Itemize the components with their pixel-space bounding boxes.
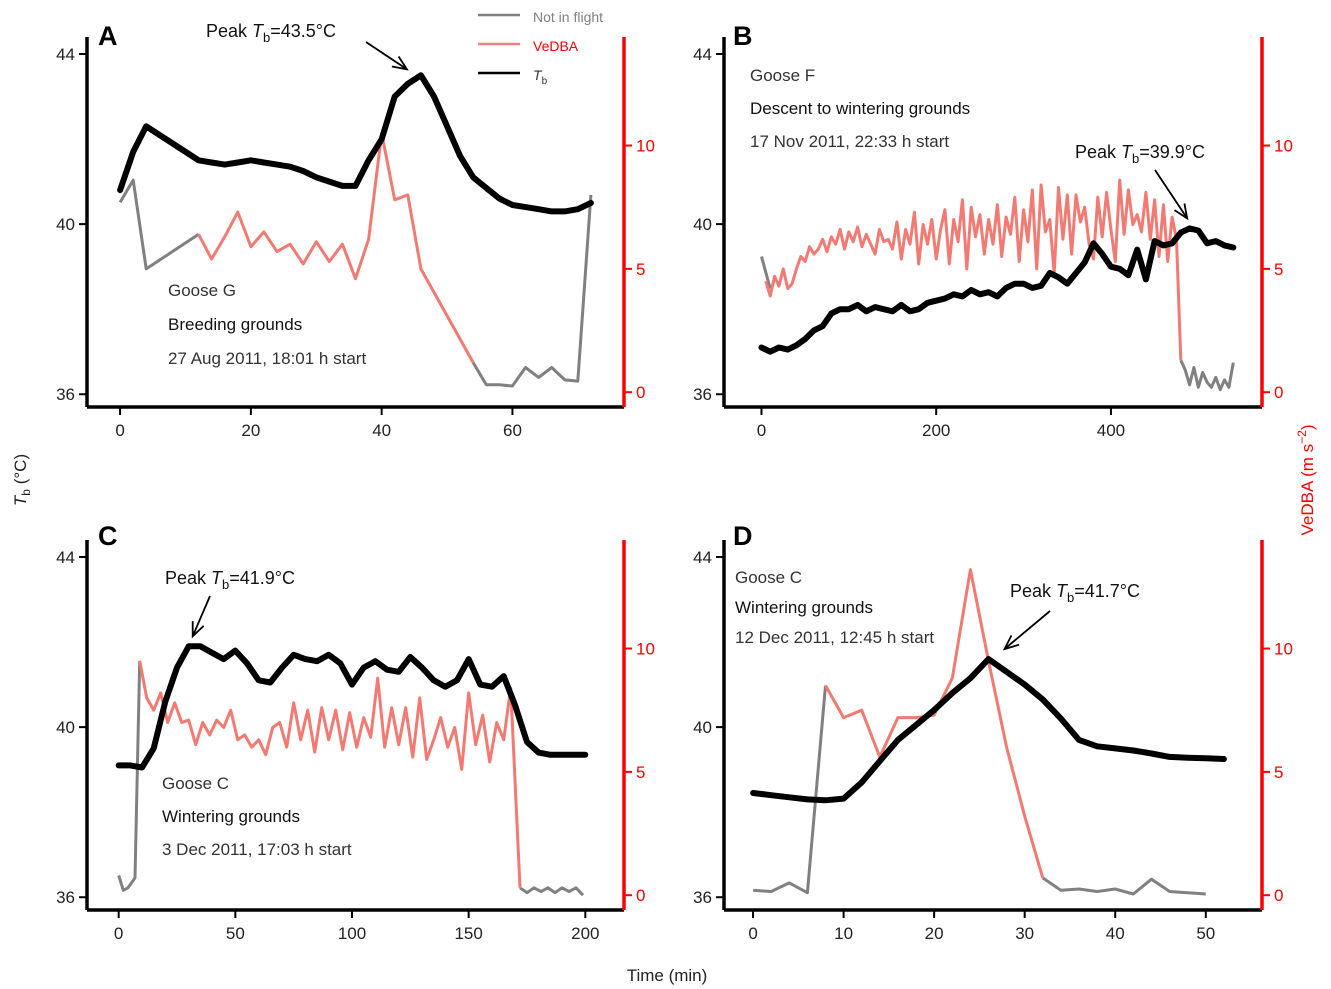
y-left-tick-label: 40 — [56, 215, 75, 234]
y-left-tick-label: 40 — [693, 718, 712, 737]
y-right-tick-label: 5 — [1274, 260, 1283, 279]
y-left-tick-label: 36 — [693, 888, 712, 907]
panel-letter: A — [98, 21, 118, 51]
annotation-line: 27 Aug 2011, 18:01 h start — [168, 349, 366, 368]
tb-series — [750, 656, 1227, 804]
not-in-flight-series — [118, 178, 200, 271]
x-tick-label: 50 — [1196, 924, 1215, 943]
x-tick-label: 200 — [571, 924, 599, 943]
peak-arrow-head — [1174, 203, 1189, 221]
y-left-tick-label: 36 — [693, 385, 712, 404]
y-left-tick-label: 44 — [56, 548, 75, 567]
x-tick-label: 0 — [757, 421, 766, 440]
annotation-line: Goose F — [750, 66, 815, 85]
y-left-tick-label: 40 — [56, 718, 75, 737]
x-tick-label: 40 — [1106, 924, 1125, 943]
y-right-tick-label: 10 — [636, 137, 655, 156]
legend: Not in flight VeDBA Tb — [478, 9, 603, 87]
annotation-line: Goose C — [162, 774, 229, 793]
peak-label: Peak Tb=39.9°C — [1075, 142, 1205, 166]
panel-b: 36 40 44 0 5 10 0 200 400 B Goose F Descent to wint… — [693, 21, 1293, 440]
annotation-line: 3 Dec 2011, 17:03 h start — [162, 840, 352, 859]
y-left-tick-label: 44 — [693, 548, 712, 567]
y-left-tick-label: 44 — [56, 45, 75, 64]
x-tick-label: 10 — [834, 924, 853, 943]
annotation-line: Goose G — [168, 281, 236, 300]
peak-arrow-shaft — [191, 595, 211, 637]
vedba-series — [138, 660, 522, 888]
annotation-line: 12 Dec 2011, 12:45 h start — [735, 628, 934, 647]
annotation-line: Goose C — [735, 568, 802, 587]
y-left-tick-label: 36 — [56, 385, 75, 404]
peak-arrow-shaft — [1154, 169, 1188, 219]
y-right-tick-label: 5 — [1274, 763, 1283, 782]
x-tick-label: 0 — [115, 421, 124, 440]
peak-arrow-head — [1002, 635, 1020, 651]
panel-letter: B — [733, 21, 753, 51]
not-in-flight-series — [117, 660, 142, 892]
not-in-flight-series — [519, 886, 585, 897]
panel-a: 36 40 44 0 5 10 0 20 40 60 A Goose G Breeding ground… — [56, 21, 655, 440]
y-right-axis-label: VeDBA (m s−2) — [1295, 425, 1317, 536]
tb-series — [117, 72, 594, 215]
vedba-series — [197, 131, 475, 364]
vedba-series — [764, 178, 1183, 361]
y-left-tick-label: 40 — [693, 215, 712, 234]
y-left-axis-label: Tb (°C) — [11, 454, 33, 506]
x-tick-label: 100 — [338, 924, 366, 943]
not-in-flight-series — [760, 256, 772, 289]
x-tick-label: 20 — [241, 421, 260, 440]
y-right-tick-label: 10 — [636, 640, 655, 659]
x-axis-label: Time (min) — [627, 966, 708, 985]
annotation-line: Descent to wintering grounds — [750, 99, 970, 118]
y-right-tick-label: 0 — [1274, 886, 1283, 905]
not-in-flight-series — [1179, 359, 1235, 392]
peak-label: Peak Tb=43.5°C — [206, 21, 336, 45]
y-left-tick-label: 44 — [693, 45, 712, 64]
y-right-tick-label: 10 — [1274, 640, 1293, 659]
tb-series — [758, 225, 1237, 355]
peak-arrow-head — [191, 621, 205, 639]
x-tick-label: 30 — [1015, 924, 1034, 943]
x-tick-label: 200 — [922, 421, 950, 440]
peak-label: Peak Tb=41.7°C — [1010, 581, 1140, 605]
x-tick-label: 400 — [1097, 421, 1125, 440]
tb-series — [115, 643, 589, 771]
x-tick-label: 40 — [372, 421, 391, 440]
peak-arrow-head — [391, 56, 409, 71]
y-right-tick-label: 5 — [636, 763, 645, 782]
y-right-tick-label: 0 — [1274, 383, 1283, 402]
annotation-line: 17 Nov 2011, 22:33 h start — [750, 132, 949, 151]
annotation-line: Wintering grounds — [735, 598, 873, 617]
peak-label: Peak Tb=41.9°C — [165, 568, 295, 592]
legend-label-tb: Tb — [533, 67, 548, 87]
y-left-tick-label: 36 — [56, 888, 75, 907]
x-tick-label: 60 — [503, 421, 522, 440]
y-right-tick-label: 0 — [636, 886, 645, 905]
legend-label-not-in-flight: Not in flight — [533, 9, 603, 25]
panel-letter: D — [733, 521, 753, 551]
peak-arrow-shaft — [1003, 610, 1051, 650]
panel-d: 36 40 44 0 5 10 0 10 20 30 40 50 D Goose C Wintering g… — [693, 521, 1293, 943]
y-right-tick-label: 10 — [1274, 137, 1293, 156]
vedba-series — [824, 568, 1045, 879]
x-tick-label: 50 — [226, 924, 245, 943]
not-in-flight-series — [753, 685, 827, 895]
panel-letter: C — [98, 521, 118, 551]
x-tick-label: 0 — [748, 924, 757, 943]
legend-label-vedba: VeDBA — [533, 38, 579, 54]
y-right-tick-label: 0 — [636, 383, 645, 402]
annotation-line: Breeding grounds — [168, 315, 302, 334]
x-tick-label: 150 — [454, 924, 482, 943]
x-tick-label: 0 — [114, 924, 123, 943]
not-in-flight-series — [471, 194, 593, 388]
annotation-line: Wintering grounds — [162, 807, 300, 826]
peak-arrow-shaft — [365, 41, 408, 71]
not-in-flight-series — [1041, 876, 1206, 896]
x-tick-label: 20 — [925, 924, 944, 943]
y-right-tick-label: 5 — [636, 260, 645, 279]
